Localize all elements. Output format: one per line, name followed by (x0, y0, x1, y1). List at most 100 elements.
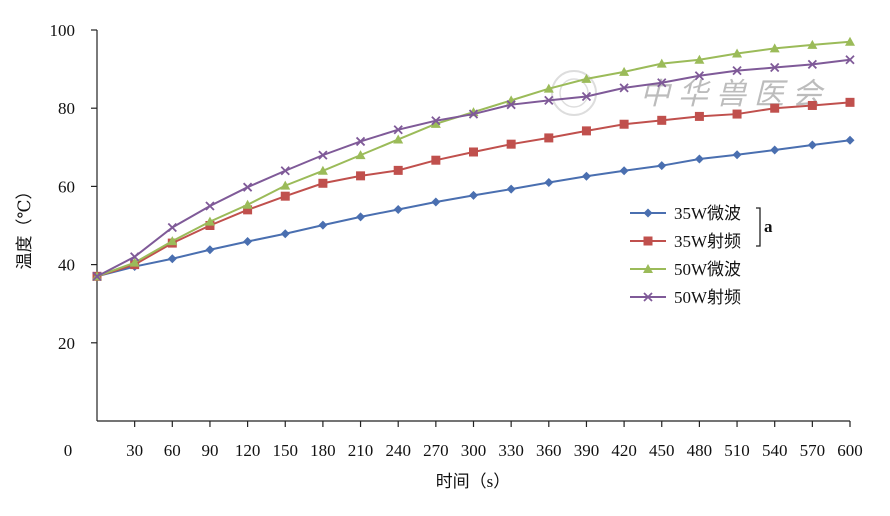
x-tick-label: 300 (461, 441, 487, 460)
data-point (544, 177, 554, 187)
x-tick-label: 360 (536, 441, 562, 460)
x-tick-label: 570 (800, 441, 826, 460)
data-point (129, 257, 140, 267)
data-point (694, 71, 705, 81)
legend-label: 35W射频 (674, 232, 741, 251)
data-point (280, 180, 291, 190)
data-point (619, 166, 629, 176)
data-point (468, 109, 479, 119)
data-point (694, 54, 705, 64)
y-axis-title: 温度（℃） (15, 182, 34, 269)
data-point (544, 133, 554, 143)
data-point (807, 39, 818, 49)
data-point (581, 91, 592, 102)
data-point (167, 236, 178, 246)
data-point (845, 97, 855, 107)
data-point (769, 43, 780, 53)
data-point (280, 191, 290, 201)
data-point (430, 118, 441, 128)
y-tick-label: 60 (58, 177, 75, 196)
y-tick-label: 20 (58, 334, 75, 353)
data-point (356, 212, 366, 222)
watermark-text: 中华兽医会 (640, 78, 830, 111)
data-point (318, 150, 328, 160)
data-point (845, 36, 855, 46)
x-tick-label: 0 (64, 441, 73, 460)
legend-swatch-marker (643, 292, 653, 302)
data-point (581, 73, 592, 83)
y-tick-label: 100 (50, 21, 76, 40)
data-point (807, 140, 817, 150)
data-point (317, 165, 328, 175)
data-point (318, 178, 328, 188)
y-ticks: 20 40 60 80 100 (50, 21, 97, 353)
data-point (807, 59, 817, 70)
data-point (431, 197, 441, 207)
data-point (657, 115, 667, 125)
watermark-logo: 中华兽医会 (551, 70, 830, 116)
y-tick-label: 80 (58, 99, 75, 118)
data-point (469, 190, 478, 200)
data-point (732, 66, 742, 76)
series-2 (92, 97, 855, 281)
x-tick-label: 540 (762, 441, 788, 460)
data-point (581, 171, 591, 181)
data-point (92, 271, 102, 281)
data-point (393, 134, 404, 144)
x-tick-label: 120 (235, 441, 261, 460)
data-point (393, 204, 403, 214)
data-point (204, 216, 215, 226)
x-tick-label: 510 (724, 441, 750, 460)
legend-swatch-marker (643, 208, 653, 218)
x-tick-label: 240 (385, 441, 411, 460)
legend-item: 35W射频 (630, 232, 741, 251)
x-tick-label: 450 (649, 441, 675, 460)
data-point (506, 139, 516, 149)
data-point (543, 83, 554, 93)
data-point (167, 254, 177, 264)
data-point (656, 58, 667, 68)
data-point (770, 62, 780, 73)
data-point (845, 135, 855, 145)
series-layer (92, 36, 855, 281)
x-tick-label: 600 (837, 441, 863, 460)
x-tick-label: 330 (498, 441, 524, 460)
data-point (205, 245, 215, 255)
data-point (318, 220, 328, 230)
data-point (431, 155, 441, 165)
data-point (732, 150, 742, 160)
x-tick-label: 60 (164, 441, 181, 460)
x-tick-label: 480 (687, 441, 713, 460)
y-tick-label: 40 (58, 256, 75, 275)
data-point (506, 184, 516, 194)
legend-bracket-label: a (764, 217, 773, 236)
data-point (205, 201, 215, 211)
x-axis-title: 时间（s） (436, 472, 511, 491)
legend-swatch-marker (643, 264, 653, 273)
data-point (770, 145, 780, 155)
data-point (657, 161, 667, 171)
x-ticks: 0 30 60 90 120 150 180 210 240 270 300 330 360 390 420… (64, 421, 863, 460)
data-point (167, 222, 177, 233)
data-point (242, 199, 253, 209)
data-point (732, 48, 743, 58)
data-point (770, 103, 780, 113)
data-point (431, 116, 441, 126)
legend-item: 35W微波 (630, 204, 741, 223)
x-tick-label: 150 (273, 441, 299, 460)
data-point (355, 136, 366, 147)
x-tick-label: 90 (201, 441, 218, 460)
x-tick-label: 180 (310, 441, 336, 460)
series-4 (92, 55, 855, 281)
data-point (807, 100, 817, 110)
x-tick-label: 270 (423, 441, 449, 460)
x-tick-label: 210 (348, 441, 374, 460)
data-point (393, 125, 403, 135)
data-point (581, 126, 591, 136)
legend-item: 50W射频 (630, 288, 741, 307)
data-point (619, 66, 630, 76)
legend-item: 50W微波 (630, 260, 741, 279)
data-point (845, 55, 855, 65)
